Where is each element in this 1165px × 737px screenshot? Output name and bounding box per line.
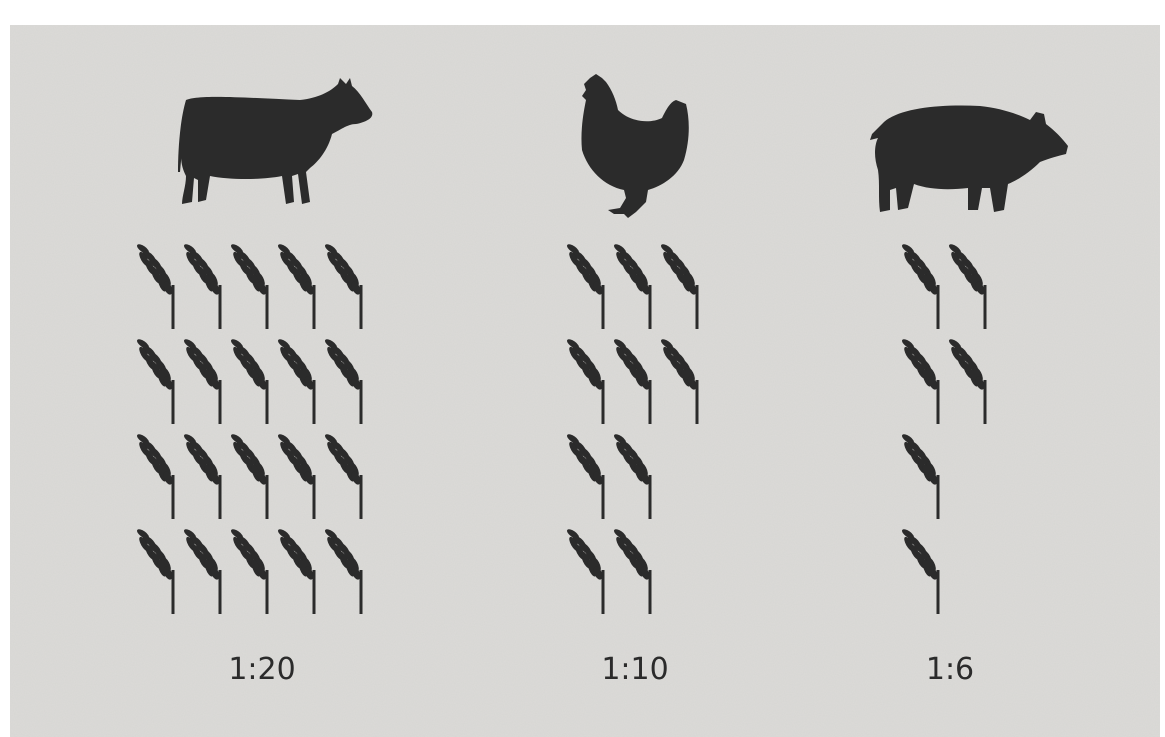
value-label: 1:6	[926, 652, 974, 687]
chart: 1:20 1:10 1:6	[0, 0, 1165, 737]
value-label: 1:20	[228, 652, 295, 687]
page: 1:201:101:6 (() => { const data = JSON.p…	[0, 0, 1165, 737]
value-label: 1:10	[601, 652, 668, 687]
